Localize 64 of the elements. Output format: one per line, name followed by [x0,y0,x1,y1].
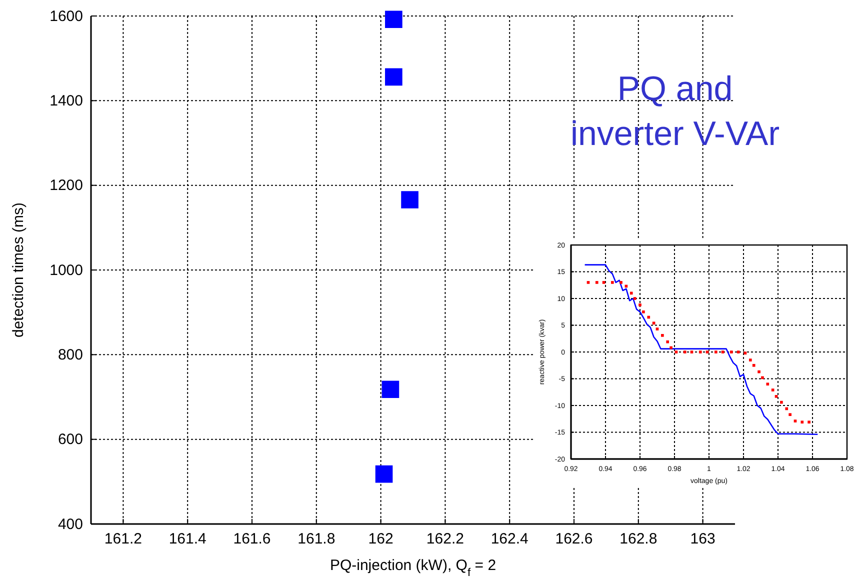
x-tick-label: 161.4 [168,530,206,548]
point [385,10,402,28]
point [730,350,733,354]
y-tick-label: 800 [58,346,83,364]
x-axis-title: PQ-injection (kW), Q$_{f}$ = 2 [330,557,496,579]
y-axis-title: detection times (ms) [10,202,27,338]
point [780,400,783,404]
x-tick-label: 163 [690,530,716,548]
point [771,388,774,392]
point [610,281,614,284]
y-tick-label: 400 [58,516,83,533]
line-series [584,264,818,436]
point [656,328,659,330]
point [698,350,702,354]
point [758,370,760,374]
annotation: PQ and inverter V-VAr [570,70,780,153]
point [800,420,804,424]
point [714,350,718,354]
point [666,340,670,344]
y-tick-label: 1200 [50,177,83,194]
x-tick-label: 162.8 [620,530,658,548]
point [633,297,636,300]
point [683,350,686,354]
point [788,413,792,416]
x-tick-label: 162.4 [490,530,528,548]
point [785,407,788,410]
point [736,350,740,354]
point [630,292,633,295]
point [808,420,810,424]
point [721,350,724,354]
x-tick-label: 162.2 [426,530,464,548]
point [674,350,678,354]
point [652,322,656,325]
x-tick-label: 161.2 [104,530,142,548]
point [595,281,598,284]
point [706,350,709,354]
x-tick-label: 161.8 [298,530,336,548]
point [744,352,747,354]
point [752,364,756,367]
point [748,358,752,362]
point [766,382,770,386]
point [794,420,797,422]
point [586,281,590,284]
point [375,465,393,483]
x-tick-label: 161.6 [233,530,271,548]
y-tick-label: 1400 [50,92,83,110]
point [382,380,400,398]
x-tick-label: 162 [368,530,394,548]
point [602,281,606,284]
x-tick-label: 162.6 [555,530,593,548]
point [638,304,642,306]
y-tick-label: 1600 [50,8,83,25]
point [647,316,650,319]
point [661,334,664,337]
point [690,350,694,354]
point [385,68,402,86]
point [761,376,764,380]
point [620,281,622,284]
point [774,394,778,398]
point [401,191,418,208]
point [642,310,645,314]
point [670,346,672,350]
y-tick-label: 1000 [50,262,83,279]
y-tick-label: 600 [58,431,83,448]
